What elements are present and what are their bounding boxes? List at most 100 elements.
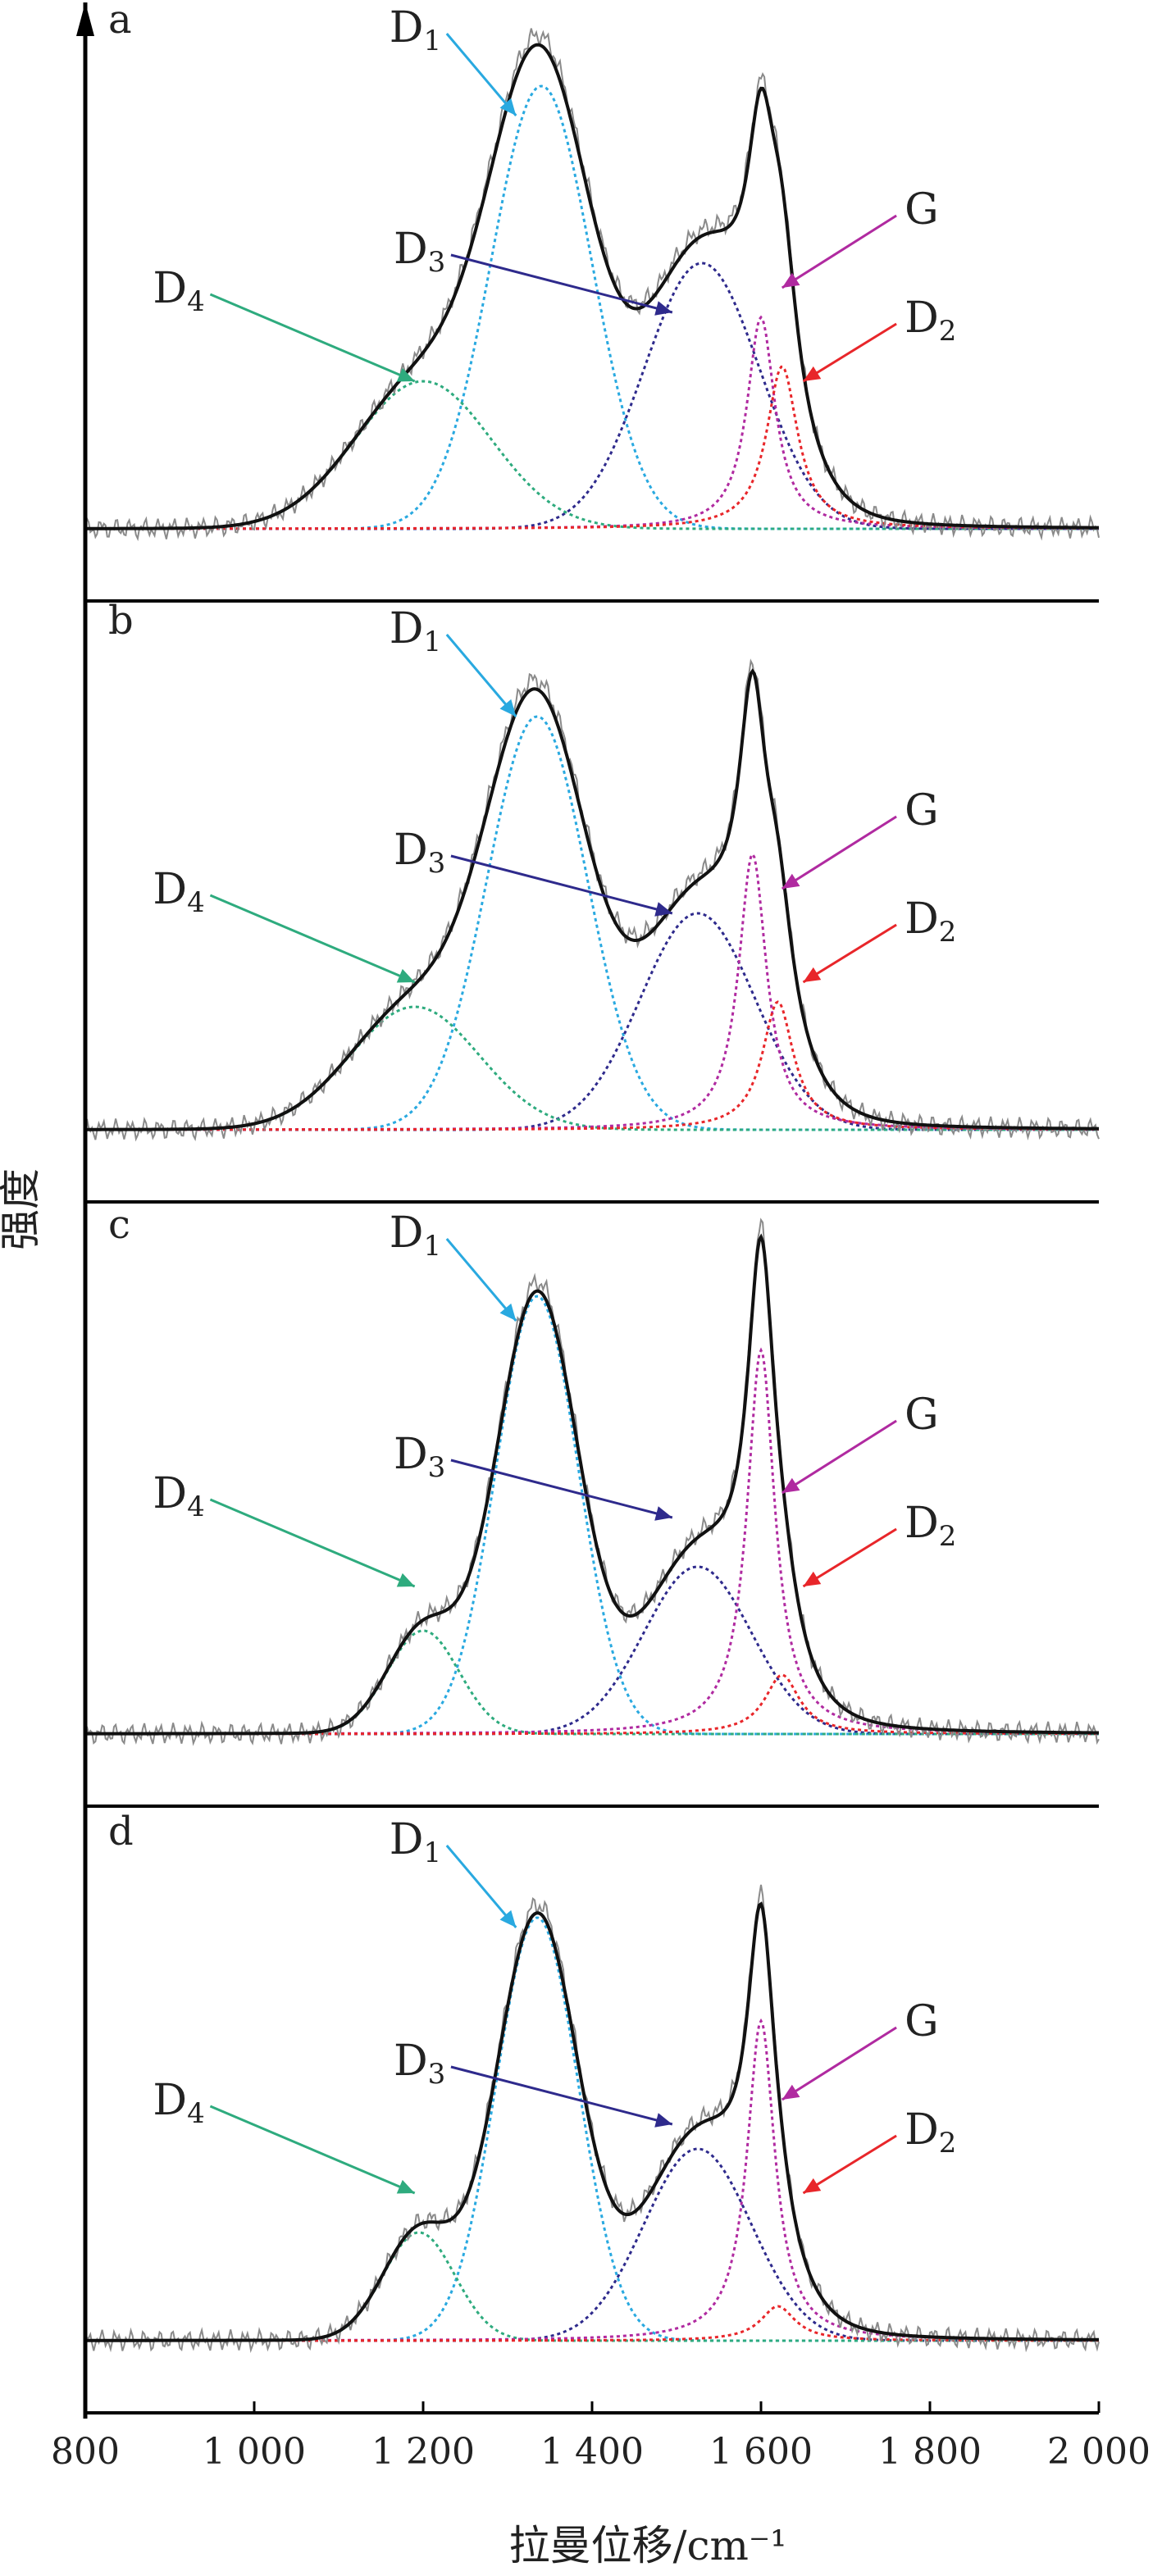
band-label-d4: D4: [153, 1469, 204, 1523]
band-label-d4: D4: [153, 865, 204, 919]
x-tick-label: 800: [51, 2431, 120, 2473]
panels: a D1 D3 D4 G D2 b D1 D3 D4 G D2 c D1 D3 D4 G D2 d D1 D3 D4 G D2: [84, 0, 1100, 2414]
band-arrowhead-d3: [654, 301, 672, 316]
panel-label: d: [108, 1809, 134, 1855]
band-label-g: G: [905, 1997, 939, 2046]
band-curve-g: [85, 315, 1099, 530]
panel-a: a D1 D3 D4 G D2: [84, 0, 1100, 603]
band-label-d2: D2: [905, 1499, 956, 1553]
y-axis-arrowhead: [76, 2, 94, 36]
band-arrow-d1: [445, 1845, 517, 1928]
x-tick-label: 1 400: [540, 2431, 644, 2473]
panel-c: c D1 D3 D4 G D2: [84, 1202, 1100, 1808]
band-arrowhead-d2: [803, 967, 822, 982]
band-arrowhead-d4: [396, 968, 415, 983]
band-arrow-d4: [209, 293, 416, 383]
band-arrowhead-d1: [499, 1909, 517, 1927]
band-arrowhead-d1: [499, 699, 517, 717]
band-label-d3: D3: [394, 225, 445, 279]
band-label-g: G: [905, 786, 939, 835]
band-arrow-d2: [802, 322, 897, 383]
band-arrow-d4: [209, 894, 416, 984]
band-arrowhead-d3: [654, 1506, 672, 1521]
band-arrow-d1: [445, 33, 517, 116]
x-tick-label: 1 200: [371, 2431, 475, 2473]
band-arrowhead-d3: [654, 2113, 672, 2128]
measured-spectrum: [84, 1217, 1100, 1746]
band-label-d4: D4: [153, 264, 204, 318]
band-label-d2: D2: [905, 2105, 956, 2160]
band-arrowhead-d2: [803, 2178, 822, 2193]
band-arrow-d2: [802, 1527, 897, 1588]
band-label-d3: D3: [394, 1430, 445, 1484]
band-curve-d3: [85, 2147, 1099, 2342]
band-arrowhead-g: [782, 873, 800, 889]
band-label-d2: D2: [905, 294, 956, 348]
band-label-d1: D1: [390, 604, 441, 658]
fitted-spectrum: [85, 43, 1099, 530]
band-arrowhead-d4: [396, 2179, 415, 2194]
band-curve-d4: [85, 1629, 1099, 1736]
y-axis-label: 强度: [0, 1168, 44, 1250]
band-curve-g: [85, 2018, 1099, 2342]
band-curve-d4: [85, 1005, 1099, 1131]
panel-label: a: [108, 0, 132, 43]
panel-label: c: [108, 1202, 130, 1248]
panel-b: b D1 D3 D4 G D2: [84, 598, 1100, 1204]
band-curve-g: [85, 852, 1099, 1131]
band-arrow-d2: [802, 2134, 897, 2195]
band-label-d1: D1: [390, 1815, 441, 1869]
panel-label: b: [108, 598, 134, 644]
x-axis-label: 拉曼位移/cm⁻¹: [509, 2522, 787, 2569]
band-label-g: G: [905, 185, 939, 234]
band-arrow-g: [781, 815, 897, 890]
band-curve-d1: [85, 84, 1099, 530]
band-arrow-d4: [209, 1498, 416, 1588]
x-tick-label: 1 000: [203, 2431, 306, 2473]
band-arrowhead-g: [782, 1477, 800, 1493]
band-label-g: G: [905, 1390, 939, 1440]
band-arrow-d3: [450, 1459, 673, 1519]
measured-spectrum: [84, 28, 1100, 542]
band-arrow-d4: [209, 2105, 416, 2195]
band-curve-d4: [85, 2231, 1099, 2342]
band-arrow-g: [781, 2026, 897, 2101]
band-label-d4: D4: [153, 2076, 204, 2130]
band-arrow-g: [781, 1419, 897, 1495]
x-ticks: 800 1 000 1 200 1 400 1 600 1 800 2 000: [51, 2401, 1151, 2473]
band-arrow-d3: [450, 253, 673, 314]
band-arrowhead-d2: [803, 1571, 822, 1586]
fitted-spectrum: [85, 1233, 1099, 1736]
band-arrow-d2: [802, 923, 897, 984]
band-curve-d4: [85, 380, 1099, 530]
x-tick-label: 1 800: [878, 2431, 982, 2473]
band-label-d2: D2: [905, 894, 956, 949]
x-tick-label: 2 000: [1047, 2431, 1151, 2473]
band-label-d3: D3: [394, 2037, 445, 2091]
panel-d: d D1 D3 D4 G D2: [84, 1809, 1100, 2414]
band-label-d3: D3: [394, 826, 445, 880]
band-arrowhead-g: [782, 272, 800, 288]
band-curve-d2: [85, 365, 1099, 530]
x-tick-label: 1 600: [709, 2431, 813, 2473]
band-curve-d3: [85, 262, 1099, 530]
fitted-spectrum: [85, 1901, 1099, 2342]
band-arrowhead-g: [782, 2084, 800, 2100]
fitted-spectrum: [85, 668, 1100, 1131]
band-arrow-d1: [445, 1238, 517, 1322]
band-arrowhead-d1: [499, 98, 517, 116]
band-arrowhead-d3: [654, 902, 672, 917]
band-arrowhead-d4: [396, 367, 415, 382]
band-arrow-d3: [450, 2065, 673, 2126]
band-arrow-d1: [445, 634, 517, 717]
band-arrowhead-d4: [396, 1572, 415, 1587]
band-label-d1: D1: [390, 1208, 441, 1263]
band-curve-d3: [85, 1565, 1099, 1736]
band-arrow-g: [781, 214, 897, 289]
band-curve-d2: [85, 2305, 1099, 2342]
band-label-d1: D1: [390, 3, 441, 57]
band-arrowhead-d1: [499, 1303, 517, 1321]
band-arrowhead-d2: [803, 366, 822, 381]
band-arrow-d3: [450, 854, 673, 915]
